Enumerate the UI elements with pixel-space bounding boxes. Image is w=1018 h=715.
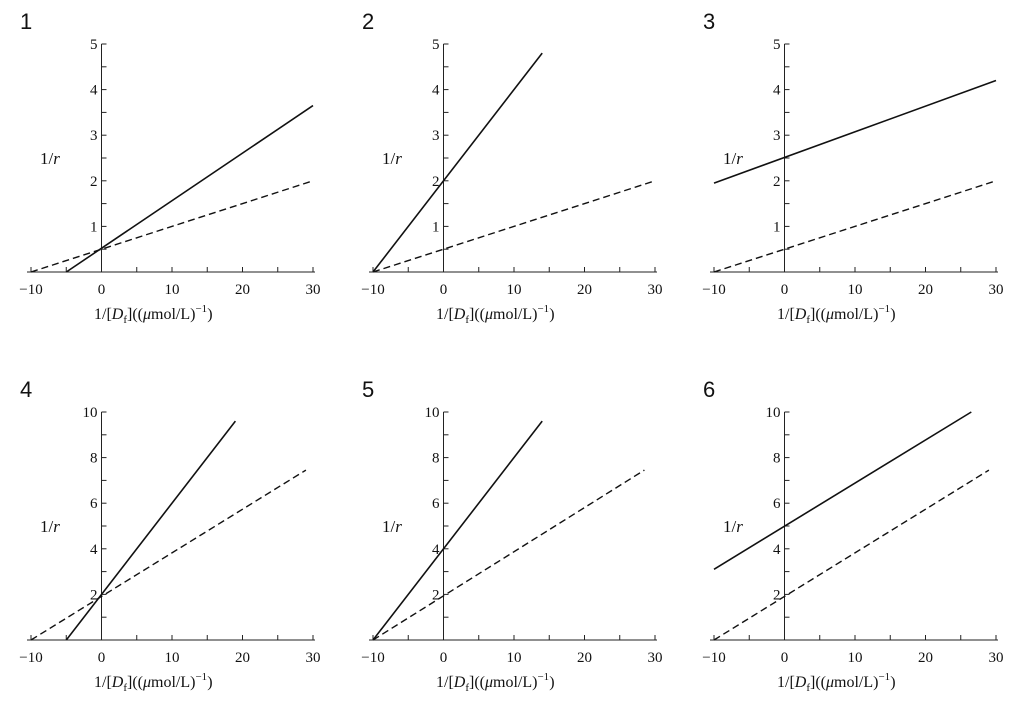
x-axis-title: 1/[Df]((μmol/L)−1): [94, 671, 213, 694]
chart-panel-3: 3 −10 0 10 20 30 1 2 3 4 5 1/r 1/[Df]((μmol/L)−1): [702, 9, 1003, 326]
y-tick-label: 1: [90, 219, 98, 235]
x-tick-label: 10: [848, 650, 863, 666]
chart-panel-4: 4 −10 0 10 20 30 2 4 6 8 10 1/r 1/[Df]((μmol/L)−1): [19, 377, 320, 694]
panel-number: 5: [362, 377, 374, 402]
x-tick-label: −10: [702, 282, 725, 298]
x-tick-label: 10: [507, 650, 522, 666]
x-tick-label: 30: [648, 650, 663, 666]
panel-number: 2: [362, 9, 374, 34]
x-tick-label: −10: [702, 650, 725, 666]
x-axis-title: 1/[Df]((μmol/L)−1): [94, 303, 213, 326]
y-axis-label: 1/r: [723, 517, 743, 536]
y-axis-label: 1/r: [40, 149, 60, 168]
y-tick-label: 8: [90, 451, 98, 467]
series-line-dashed: [713, 180, 997, 273]
y-tick-label: 3: [773, 128, 781, 144]
y-tick-label: 5: [90, 37, 98, 53]
y-tick-label: 4: [773, 542, 781, 558]
y-tick-label: 2: [432, 174, 440, 190]
y-tick-label: 4: [432, 542, 440, 558]
x-axis-title: 1/[Df]((μmol/L)−1): [777, 303, 896, 326]
y-axis-label: 1/r: [40, 517, 60, 536]
y-tick-label: 3: [432, 128, 440, 144]
x-tick-label: 20: [918, 650, 933, 666]
x-tick-label: 10: [507, 282, 522, 298]
x-tick-label: −10: [361, 650, 384, 666]
series-line-solid: [65, 420, 237, 641]
x-tick-label: 0: [440, 650, 448, 666]
y-tick-label: 5: [773, 37, 781, 53]
y-tick-label: 2: [90, 174, 98, 190]
panel-number: 6: [703, 377, 715, 402]
y-axis-label: 1/r: [382, 517, 402, 536]
x-tick-label: 20: [235, 650, 250, 666]
y-axis-label: 1/r: [723, 149, 743, 168]
y-tick-label: 8: [432, 451, 440, 467]
x-tick-label: 10: [165, 282, 180, 298]
y-tick-label: 6: [90, 496, 98, 512]
y-tick-label: 10: [766, 405, 781, 421]
series-line-solid: [372, 52, 543, 273]
y-tick-label: 10: [425, 405, 440, 421]
y-tick-label: 1: [432, 219, 440, 235]
x-tick-label: 10: [165, 650, 180, 666]
y-tick-label: 3: [90, 128, 98, 144]
chart-panel-1: 1 −10 0 10 20 30 1 2 3 4 5 1/r 1/[Df]((μmol/L)−1): [19, 9, 320, 326]
x-tick-label: 10: [848, 282, 863, 298]
x-tick-label: 30: [989, 282, 1004, 298]
y-tick-label: 6: [432, 496, 440, 512]
x-tick-label: 20: [235, 282, 250, 298]
y-tick-label: 4: [773, 83, 781, 99]
y-tick-label: 6: [773, 496, 781, 512]
x-tick-label: 0: [98, 282, 106, 298]
chart-panel-6: 6 −10 0 10 20 30 2 4 6 8 10 1/r 1/[Df]((μmol/L)−1): [702, 377, 1003, 694]
panel-number: 1: [20, 9, 32, 34]
series-line-dashed: [372, 469, 645, 641]
x-tick-label: −10: [361, 282, 384, 298]
x-tick-label: 30: [306, 282, 321, 298]
x-tick-label: 30: [989, 650, 1004, 666]
y-tick-label: 2: [773, 587, 781, 603]
series-line-solid: [713, 79, 997, 184]
x-tick-label: −10: [19, 282, 42, 298]
y-tick-label: 4: [90, 542, 98, 558]
series-line-dashed: [30, 180, 314, 273]
x-tick-label: 0: [440, 282, 448, 298]
y-axis-label: 1/r: [382, 149, 402, 168]
x-tick-label: 20: [577, 282, 592, 298]
y-tick-label: 2: [90, 587, 98, 603]
panel-number: 3: [703, 9, 715, 34]
x-tick-label: 30: [648, 282, 663, 298]
x-axis-title: 1/[Df]((μmol/L)−1): [436, 671, 555, 694]
x-tick-label: 20: [577, 650, 592, 666]
x-tick-label: 0: [781, 282, 789, 298]
y-tick-label: 2: [773, 174, 781, 190]
x-axis-title: 1/[Df]((μmol/L)−1): [436, 303, 555, 326]
y-tick-label: 4: [90, 83, 98, 99]
y-tick-label: 5: [432, 37, 440, 53]
series-line-solid: [65, 104, 314, 273]
series-line-dashed: [713, 469, 990, 641]
y-tick-label: 2: [432, 587, 440, 603]
series-line-solid: [713, 411, 972, 570]
series-line-solid: [372, 420, 543, 641]
chart-panel-2: 2 −10 0 10 20 30 1 2 3 4 5 1/r 1/[Df]((μmol/L)−1): [361, 9, 662, 326]
series-line-dashed: [372, 180, 656, 273]
panel-number: 4: [20, 377, 32, 402]
series-line-dashed: [30, 469, 307, 641]
y-tick-label: 1: [773, 219, 781, 235]
x-tick-label: 0: [781, 650, 789, 666]
y-tick-label: 4: [432, 83, 440, 99]
x-tick-label: 20: [918, 282, 933, 298]
y-tick-label: 10: [83, 405, 98, 421]
x-tick-label: −10: [19, 650, 42, 666]
chart-panel-5: 5 −10 0 10 20 30 2 4 6 8 10 1/r 1/[Df]((μmol/L)−1): [361, 377, 662, 694]
x-tick-label: 30: [306, 650, 321, 666]
x-tick-label: 0: [98, 650, 106, 666]
y-tick-label: 8: [773, 451, 781, 467]
x-axis-title: 1/[Df]((μmol/L)−1): [777, 671, 896, 694]
